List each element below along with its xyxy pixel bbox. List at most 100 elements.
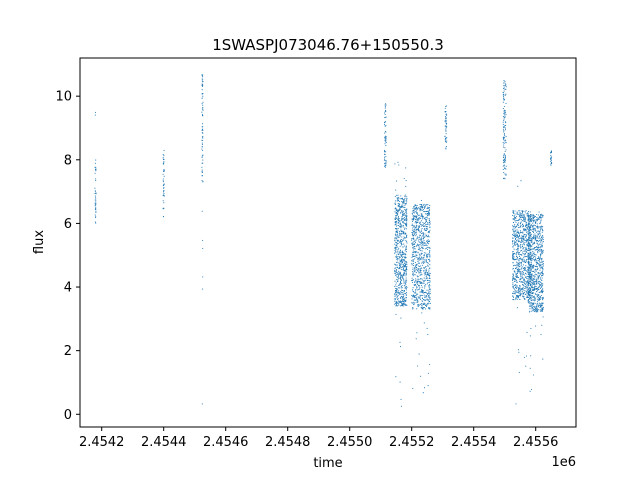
data-point [397, 194, 399, 196]
data-point [514, 234, 516, 236]
data-point [413, 281, 416, 283]
data-point [404, 287, 406, 289]
data-point [531, 257, 533, 259]
data-point [395, 287, 397, 289]
data-point [415, 269, 417, 271]
data-point [398, 273, 400, 275]
data-point [550, 161, 552, 163]
data-point [539, 309, 541, 311]
data-point [512, 277, 514, 279]
data-point [532, 216, 534, 218]
data-point [425, 220, 427, 222]
data-point [517, 297, 519, 299]
data-point [527, 252, 529, 254]
data-point [540, 266, 542, 268]
data-point [539, 266, 541, 268]
data-point [525, 260, 528, 262]
data-point [202, 136, 204, 138]
data-point [422, 238, 424, 240]
data-point [524, 216, 526, 218]
data-point [536, 225, 539, 227]
data-point [422, 392, 424, 394]
data-point [518, 257, 520, 260]
data-point [525, 234, 527, 236]
data-point [522, 252, 524, 254]
data-point [528, 292, 530, 294]
data-point [424, 229, 426, 231]
data-point [504, 162, 506, 164]
data-point [412, 247, 414, 249]
data-point [420, 243, 422, 245]
data-point [542, 270, 544, 272]
data-point [537, 243, 539, 245]
data-point [395, 294, 397, 296]
data-point [426, 213, 428, 215]
data-point [418, 288, 420, 290]
data-point [529, 278, 531, 280]
data-point [399, 252, 401, 254]
data-point [536, 293, 538, 295]
data-point [202, 83, 204, 85]
data-point [514, 258, 516, 260]
data-point [542, 236, 544, 238]
data-point [516, 266, 518, 268]
data-point [516, 281, 518, 283]
data-point [416, 268, 418, 270]
data-point [445, 140, 447, 142]
data-point [422, 221, 424, 224]
data-point [397, 236, 399, 238]
data-point [540, 291, 542, 293]
data-point [529, 214, 531, 217]
data-point [397, 295, 399, 297]
data-point [405, 219, 407, 221]
data-point [530, 265, 532, 267]
data-point [516, 261, 518, 263]
data-point [202, 288, 204, 290]
data-point [401, 253, 404, 255]
data-point [396, 238, 398, 240]
data-point [201, 162, 203, 164]
data-point [534, 257, 537, 259]
data-point [404, 232, 406, 234]
data-point [201, 171, 203, 173]
data-point [428, 294, 431, 296]
data-point [411, 244, 413, 246]
data-point [413, 218, 415, 220]
data-point [403, 222, 405, 224]
data-point [162, 185, 164, 187]
data-point [531, 268, 533, 270]
data-point [503, 154, 505, 156]
data-point [400, 262, 403, 264]
data-point [411, 218, 413, 220]
data-point [422, 224, 424, 226]
data-point [404, 245, 406, 247]
data-point [519, 269, 521, 271]
data-point [446, 113, 448, 115]
data-point [539, 241, 541, 243]
data-point [531, 273, 533, 275]
data-point [419, 297, 421, 299]
data-point [542, 273, 544, 275]
data-point [537, 252, 539, 254]
data-point [422, 308, 424, 310]
data-point [513, 270, 516, 272]
data-point [517, 294, 519, 296]
data-point [94, 202, 96, 204]
data-point [534, 302, 536, 304]
data-point [411, 238, 413, 240]
data-point [426, 274, 428, 276]
data-point [396, 194, 398, 196]
data-point [446, 105, 448, 107]
data-point [398, 263, 400, 265]
data-point [530, 297, 532, 299]
data-point [526, 251, 528, 253]
data-point [540, 214, 542, 217]
data-point [420, 256, 422, 258]
data-point [512, 227, 514, 229]
data-point [542, 260, 544, 262]
data-point [423, 243, 425, 245]
data-point [522, 278, 525, 280]
data-point [528, 277, 530, 279]
data-point [417, 217, 419, 220]
data-point [529, 222, 531, 225]
